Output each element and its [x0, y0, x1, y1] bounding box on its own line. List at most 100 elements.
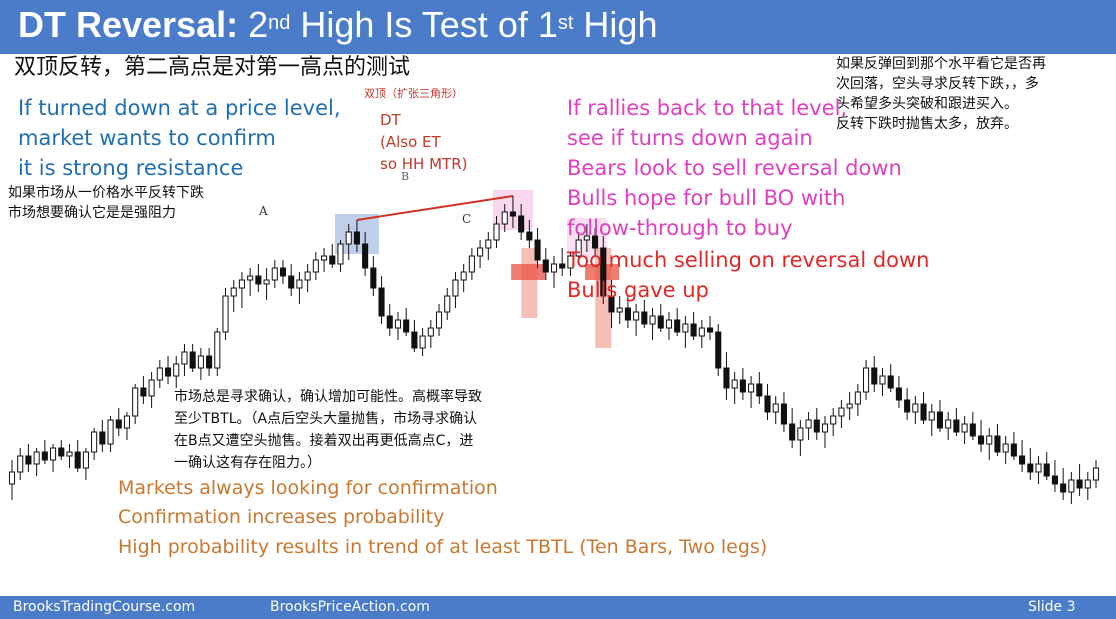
bear-candle [25, 455, 32, 465]
bull-candle [91, 431, 98, 453]
bear-candle [411, 331, 418, 349]
bear-candle [362, 243, 369, 269]
bull-candle [854, 391, 861, 405]
middle-cn-1: 市场总是寻求确认，确认增加可能性。高概率导致 [174, 389, 482, 405]
bear-candle [99, 431, 106, 445]
bear-candle [140, 387, 147, 397]
bear-candle [403, 319, 410, 333]
bear-candle [641, 311, 648, 325]
bear-candle [255, 275, 262, 285]
middle-cn-2: 至少TBTL。（A点后空头大量抛售，市场寻求确认 [174, 411, 478, 427]
title-part-1: 2 [238, 4, 269, 45]
bear-candle [58, 447, 65, 457]
bear-candle [936, 411, 944, 429]
bear-candle [542, 259, 549, 273]
bear-candle [739, 379, 746, 393]
bear-candle [206, 355, 213, 369]
bear-candle [624, 307, 631, 321]
bull-candle [1068, 479, 1075, 493]
bear-candle [723, 367, 730, 389]
footer-left-link[interactable]: BrooksTradingCourse.com [13, 599, 196, 615]
dt-label-cn: 双顶（扩张三角形） [364, 87, 463, 100]
bull-candle [1084, 479, 1091, 489]
bull-candle [156, 367, 163, 381]
bear-candle [1043, 463, 1050, 477]
footer-center-link[interactable]: BrooksPriceAction.com [270, 599, 430, 615]
bull-candle [633, 311, 640, 321]
bull-candle [477, 247, 484, 257]
left-en-3: it is strong resistance [18, 156, 244, 180]
bear-candle [608, 295, 615, 313]
bull-candle [879, 375, 886, 385]
bull-candle [821, 423, 829, 433]
bull-candle [649, 315, 656, 325]
bear-candle [895, 387, 902, 401]
bull-candle [485, 239, 492, 249]
top-right-cn-4: 反转下跌时抛售太多，放弃。 [836, 116, 1018, 132]
bear-candle [329, 255, 336, 265]
bull-candle [583, 235, 590, 241]
bear-candle [509, 211, 516, 217]
bull-candle [772, 403, 779, 413]
bull-candle [1092, 467, 1100, 481]
bottom-orange-1: Markets always looking for confirmation [118, 477, 498, 499]
right-pink-3: Bears look to sell reversal down [567, 156, 902, 180]
bear-candle [871, 367, 878, 385]
dt-label-en-1: DT [380, 111, 401, 129]
bear-candle [370, 267, 377, 289]
bull-candle [230, 287, 237, 297]
bull-candle [181, 351, 188, 365]
bottom-orange-2: Confirmation increases probability [118, 506, 445, 528]
bear-candle [189, 351, 196, 369]
top-right-cn-1: 如果反弹回到那个水平看它是否再 [836, 56, 1046, 72]
bull-candle [452, 279, 459, 297]
bull-candle [830, 415, 837, 425]
bull-candle [493, 223, 500, 241]
bull-candle [616, 307, 623, 313]
bull-candle [986, 435, 993, 445]
bull-candle [427, 327, 434, 337]
bull-candle [17, 455, 24, 473]
bull-candle [345, 231, 352, 245]
left-en-1: If turned down at a price level, [18, 96, 341, 120]
bottom-orange-3: High probability results in trend of at … [118, 536, 768, 558]
dt-label-en-3: so HH MTR) [380, 155, 468, 173]
bear-candle [559, 263, 566, 269]
bear-candle [657, 315, 664, 329]
bear-candle [920, 403, 927, 421]
bull-candle [1002, 443, 1009, 453]
bull-candle [731, 379, 738, 389]
left-cn-1: 如果市场从一价格水平反转下跌 [8, 185, 204, 201]
bear-candle [756, 383, 763, 397]
bull-candle [444, 295, 451, 313]
bear-candle [534, 239, 541, 261]
bear-candle [1010, 443, 1017, 457]
bull-candle [271, 267, 278, 281]
selloff-bar-b [511, 264, 546, 280]
bull-candle [846, 403, 853, 409]
bull-candle [312, 259, 319, 273]
bull-candle [945, 419, 952, 429]
bull-candle [419, 335, 426, 349]
bear-candle [600, 247, 607, 297]
bull-candle [682, 323, 689, 333]
bear-candle [706, 327, 714, 333]
bull-candle [148, 379, 155, 397]
bear-candle [279, 267, 287, 277]
bear-candle [1051, 475, 1058, 485]
bear-candle [353, 231, 360, 245]
double-top-trendline [356, 195, 514, 221]
point-a-label: A [259, 204, 268, 218]
top-right-cn-3: 头希望多头突破和跟进买入。 [836, 96, 1018, 112]
bull-candle [82, 451, 89, 469]
bull-candle [263, 279, 270, 285]
bear-candle [674, 319, 681, 333]
bear-candle [969, 423, 976, 437]
bear-candle [1076, 479, 1083, 489]
bull-candle [550, 263, 558, 273]
bear-candle [977, 435, 985, 445]
bull-candle [214, 331, 221, 369]
middle-cn-4: 一确认这有存在阻力。） [174, 455, 321, 471]
bear-candle [41, 451, 48, 461]
